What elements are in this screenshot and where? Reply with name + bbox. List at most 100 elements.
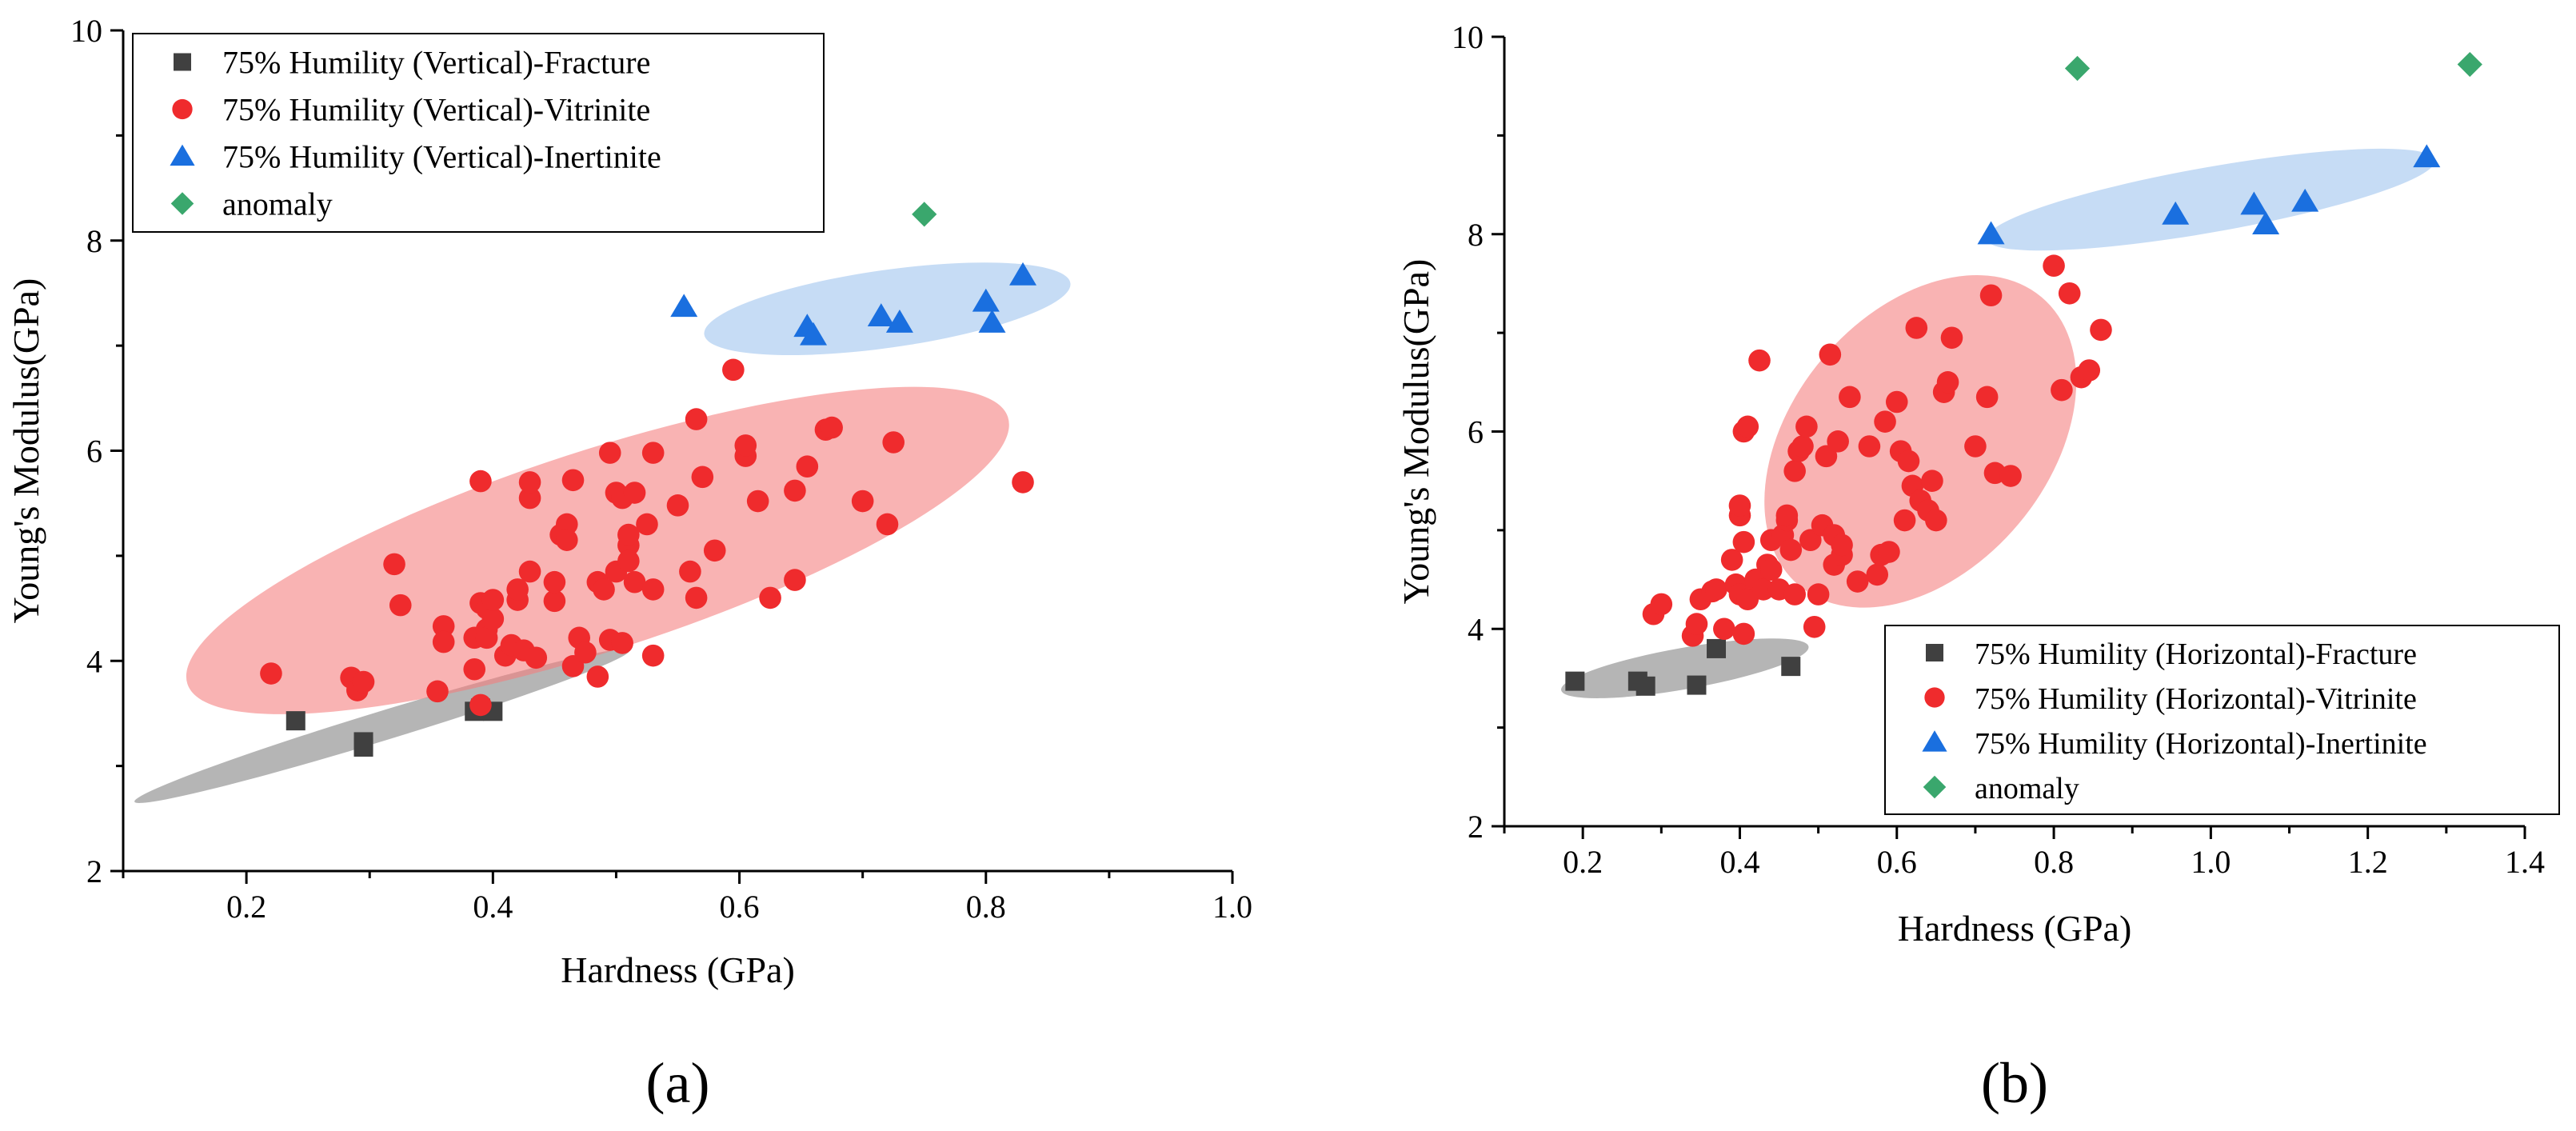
data-point (972, 288, 1000, 312)
series-0 (1565, 638, 1801, 696)
data-point (469, 693, 492, 717)
data-point (821, 416, 843, 439)
data-point (1705, 578, 1727, 601)
data-point (1925, 509, 1947, 532)
legend-label: 75% Humility (Vertical)-Inertinite (222, 139, 661, 175)
legend-label: anomaly (1975, 772, 2079, 805)
data-point (463, 657, 486, 681)
data-point (1009, 262, 1037, 286)
data-point (1650, 593, 1673, 616)
data-point (1720, 549, 1743, 571)
data-point (670, 294, 698, 318)
data-point (1940, 326, 1963, 350)
data-point (722, 358, 745, 382)
legend-marker (174, 53, 191, 71)
data-point (1815, 445, 1838, 468)
data-point (1807, 583, 1830, 605)
data-point (1977, 221, 2005, 245)
series-3 (2064, 51, 2482, 82)
x-tick-label: 1.2 (2348, 844, 2388, 880)
data-point (1885, 390, 1908, 414)
x-tick-label: 0.2 (226, 889, 266, 925)
data-point (2078, 359, 2101, 382)
y-tick-label: 2 (1468, 809, 1484, 845)
y-tick-label: 6 (1468, 414, 1484, 450)
legend-marker (170, 144, 195, 166)
data-point (556, 529, 578, 551)
data-point (1803, 615, 1826, 638)
data-point (679, 560, 701, 583)
data-point (1687, 675, 1707, 695)
data-point (800, 322, 828, 346)
data-point (1799, 529, 1822, 552)
series-2 (670, 262, 1037, 346)
x-tick-label: 1.4 (2505, 844, 2545, 880)
data-point (641, 442, 665, 464)
data-point (352, 670, 375, 693)
data-point (636, 513, 658, 536)
data-point (432, 630, 455, 653)
data-point (1874, 410, 1896, 433)
data-point (867, 303, 895, 326)
x-tick-label: 0.4 (1719, 844, 1759, 880)
data-point (1759, 558, 1783, 581)
data-point (2252, 211, 2280, 235)
data-point (1736, 588, 1759, 611)
data-point (912, 202, 937, 227)
legend-marker (1923, 775, 1947, 799)
panel-label: (a) (646, 1051, 710, 1115)
y-tick-label: 6 (86, 434, 102, 470)
y-tick-label: 10 (70, 13, 102, 49)
data-point (593, 578, 615, 601)
data-point (784, 569, 806, 591)
series-1 (1642, 254, 2112, 647)
x-tick-label: 0.6 (720, 889, 760, 925)
x-tick-label: 0.8 (966, 889, 1006, 925)
data-point (2162, 201, 2190, 225)
data-point (1732, 530, 1755, 554)
data-point (2051, 378, 2073, 402)
panel-b-chart: 0.2 0.4 0.6 0.8 1.0 1.2 1.4 2 4 6 8 10 Hardness (GPa… (1396, 19, 2560, 1115)
data-point (1779, 538, 1803, 562)
data-point (1975, 386, 1999, 409)
data-point (1964, 435, 1987, 458)
data-point (1866, 563, 1889, 586)
data-point (882, 431, 905, 454)
data-point (617, 523, 640, 546)
data-point (885, 310, 913, 333)
data-point (1979, 284, 2003, 307)
data-point (389, 593, 412, 617)
data-point (1783, 583, 1806, 605)
legend-marker (172, 98, 193, 120)
data-point (518, 486, 541, 510)
legend-label: anomaly (222, 186, 333, 222)
data-point (353, 732, 373, 752)
data-point (978, 310, 1006, 333)
series-1 (260, 358, 1034, 717)
data-point (851, 490, 874, 513)
data-point (691, 466, 714, 489)
data-point (598, 442, 621, 464)
cluster-ellipse-0 (1561, 638, 1809, 698)
data-point (1858, 435, 1881, 458)
data-point (685, 586, 708, 609)
legend-marker (1924, 687, 1945, 708)
x-tick-label: 1.0 (2191, 844, 2231, 880)
data-point (260, 662, 282, 685)
data-point (1685, 613, 1708, 635)
data-point (1781, 657, 1801, 677)
x-tick-label: 1.0 (1212, 889, 1252, 925)
data-point (1752, 578, 1775, 601)
cluster-ellipse-0 (134, 649, 630, 803)
x-tick-label: 0.6 (1877, 844, 1917, 880)
data-point (1728, 494, 1751, 517)
data-point (383, 553, 405, 576)
data-point (796, 455, 819, 478)
data-point (1795, 415, 1818, 438)
data-point (1012, 471, 1034, 494)
data-point (1736, 415, 1759, 438)
data-point (1635, 676, 1655, 696)
data-point (2090, 318, 2112, 342)
legend-box (132, 33, 825, 233)
